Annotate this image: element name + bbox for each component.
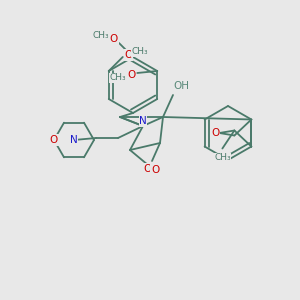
Text: O: O <box>50 135 58 145</box>
Text: CH₃: CH₃ <box>110 74 127 82</box>
Text: O: O <box>124 50 133 60</box>
Text: O: O <box>211 128 220 138</box>
Text: O: O <box>127 70 135 80</box>
Text: OH: OH <box>173 81 189 91</box>
Text: N: N <box>70 135 78 145</box>
Text: CH₃: CH₃ <box>214 153 231 162</box>
Text: CH₃: CH₃ <box>131 47 148 56</box>
Text: O: O <box>110 34 118 44</box>
Text: CH₃: CH₃ <box>93 32 109 40</box>
Text: N: N <box>139 116 147 126</box>
Text: O: O <box>144 164 152 174</box>
Text: O: O <box>151 165 159 175</box>
